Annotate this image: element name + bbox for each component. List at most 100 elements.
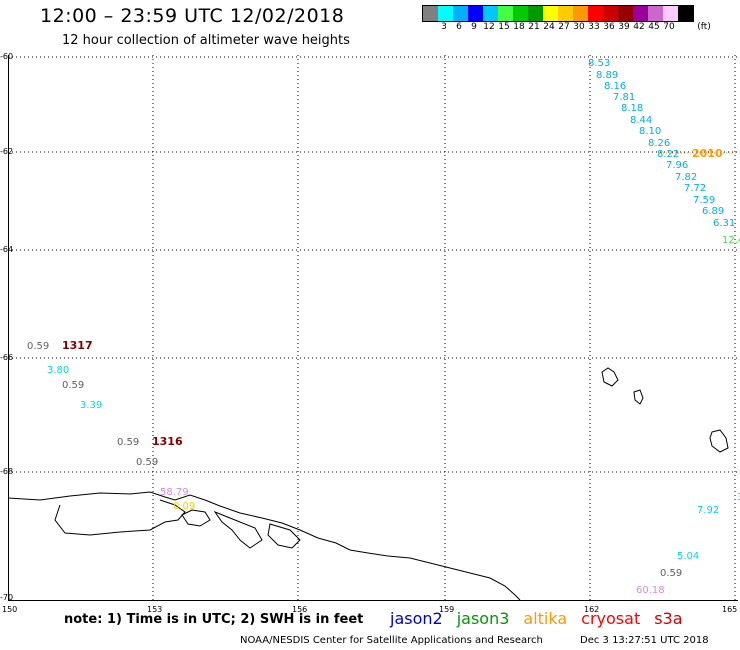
longitude-label: 165 — [722, 605, 738, 614]
wave-height-label: 8.10 — [639, 126, 661, 137]
wave-height-label: 0.59 — [27, 341, 49, 352]
colorbar-tick-label: 33 — [588, 22, 600, 32]
colorbar-tick-label: 12 — [483, 22, 495, 32]
wave-height-label: 7.92 — [697, 505, 719, 516]
colorbar-tick-label: 3 — [441, 22, 447, 32]
wave-height-label: 7.72 — [684, 183, 706, 194]
colorbar-swatch — [453, 6, 468, 21]
longitude-label: 150 — [2, 605, 18, 614]
wave-height-label: 8.22 — [657, 149, 679, 160]
wave-height-label: 8.16 — [604, 81, 626, 92]
graticule — [8, 55, 737, 600]
wave-height-label: 58.79 — [160, 487, 189, 498]
colorbar-swatch — [678, 6, 693, 21]
wave-height-label: 3 — [737, 492, 740, 503]
longitude-label: 153 — [147, 605, 163, 614]
credit-line: NOAA/NESDIS Center for Satellite Applica… — [240, 635, 543, 646]
wave-height-label: 0.59 — [660, 568, 682, 579]
colorbar-swatch — [468, 6, 483, 21]
satellite-legend-item: cryosat — [581, 609, 641, 628]
satellite-legend-item: s3a — [654, 609, 683, 628]
colorbar-tick-label: 70 — [663, 22, 675, 32]
colorbar-swatch — [483, 6, 498, 21]
colorbar-swatch — [528, 6, 543, 21]
wave-height-label: 8.89 — [596, 70, 618, 81]
colorbar-tick-label: 45 — [648, 22, 660, 32]
colorbar-tick-label: 42 — [633, 22, 645, 32]
colorbar-tick-label: 21 — [528, 22, 540, 32]
balleny-island-3 — [709, 429, 729, 453]
satellite-legend-item: jason2 — [390, 609, 443, 628]
colorbar-tick-label: 24 — [543, 22, 555, 32]
colorbar-tick-label: 9 — [471, 22, 477, 32]
generation-timestamp: Dec 3 13:27:51 UTC 2018 — [580, 635, 709, 646]
colorbar-swatch — [648, 6, 663, 21]
wave-height-label: 0.59 — [62, 380, 84, 391]
wave-height-label: 0.09 — [173, 501, 195, 512]
balleny-island-2 — [633, 389, 644, 405]
latitude-label: -62 — [0, 147, 14, 156]
colorbar-swatch — [438, 6, 453, 21]
wave-height-colorbar — [422, 5, 694, 22]
colorbar-unit: (ft) — [697, 22, 711, 32]
wave-height-label: 7.82 — [675, 172, 697, 183]
colorbar-swatch — [543, 6, 558, 21]
coast-peninsula — [213, 510, 263, 549]
antarctic-coastline — [7, 491, 521, 601]
wave-height-label: 7.81 — [613, 92, 635, 103]
colorbar-labels: 3 6 9 12 15 18 21 24 27 30 33 36 39 42 45 70 (ft) — [422, 22, 722, 36]
colorbar-swatch — [588, 6, 603, 21]
observation-layer: 8.538.898.167.818.188.448.108.268.22 2010… — [27, 58, 740, 596]
coast-island-small — [181, 509, 211, 527]
colorbar-swatch — [618, 6, 633, 21]
map-plot-area — [8, 55, 738, 601]
colorbar-swatch — [633, 6, 648, 21]
satellite-legend: jason2 jason3 altika cryosat s3a — [390, 609, 697, 628]
latitude-label: -60 — [0, 52, 14, 61]
wave-height-label: 8.53 — [588, 58, 610, 69]
colorbar-swatch — [573, 6, 588, 21]
wave-height-label: 60.18 — [636, 585, 665, 596]
wave-height-label: 12.4 — [722, 235, 740, 246]
colorbar-tick-label: 15 — [498, 22, 510, 32]
latitude-label: -66 — [0, 353, 14, 362]
wave-height-label: 8.44 — [630, 115, 652, 126]
latitude-label: -64 — [0, 245, 14, 254]
page-title: 12:00 – 23:59 UTC 12/02/2018 — [40, 5, 345, 27]
wave-height-label: 8.18 — [621, 103, 643, 114]
colorbar-swatch — [513, 6, 528, 21]
wave-height-label: 6.89 — [702, 206, 724, 217]
wave-height-label: 1317 — [62, 339, 93, 352]
wave-height-label: 3.80 — [47, 365, 69, 376]
wave-height-label: 5.04 — [677, 551, 699, 562]
colorbar-swatch — [558, 6, 573, 21]
wave-height-label: 8.26 — [648, 138, 670, 149]
colorbar-swatch — [423, 6, 438, 21]
wave-height-label: 6.31 — [713, 218, 735, 229]
wave-height-label: 2010 — [692, 147, 723, 160]
longitude-label: 159 — [439, 605, 455, 614]
colorbar-tick-label: 18 — [513, 22, 525, 32]
balleny-island-1 — [601, 367, 619, 387]
colorbar-swatch — [603, 6, 618, 21]
wave-height-label: 7.96 — [666, 160, 688, 171]
colorbar-tick-label: 6 — [456, 22, 462, 32]
colorbar-tick-label: 39 — [618, 22, 630, 32]
coast-inlet-west — [54, 499, 186, 536]
colorbar-tick-label: 36 — [603, 22, 615, 32]
latitude-label: -70 — [0, 593, 14, 602]
wave-height-label: 3.39 — [80, 400, 102, 411]
wave-height-label: 7.59 — [693, 195, 715, 206]
page-subtitle: 12 hour collection of altimeter wave hei… — [62, 33, 350, 48]
wave-height-label: 0.59 — [136, 457, 158, 468]
colorbar-tick-label: 27 — [558, 22, 570, 32]
footnote: note: 1) Time is in UTC; 2) SWH is in fe… — [64, 612, 364, 627]
longitude-label: 156 — [292, 605, 308, 614]
satellite-legend-item: altika — [523, 609, 568, 628]
wave-height-label: 0.59 — [117, 437, 139, 448]
satellite-legend-item: jason3 — [456, 609, 510, 628]
colorbar-swatch — [663, 6, 678, 21]
colorbar-tick-label: 30 — [573, 22, 585, 32]
longitude-label: 162 — [584, 605, 600, 614]
